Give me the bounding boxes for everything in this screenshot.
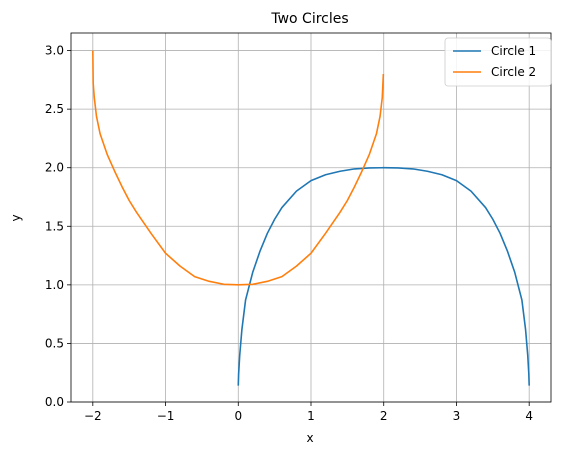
y-tick-label: 1.5: [45, 219, 64, 233]
y-tick-label: 1.0: [45, 278, 64, 292]
series-line-circle-2: [92, 50, 385, 286]
x-tick-label: 1: [307, 409, 315, 423]
legend-box: [444, 37, 552, 87]
legend: Circle 1 Circle 2: [444, 37, 552, 87]
series-line-circle-1: [237, 166, 530, 386]
x-axis-ticks: −2 −1 0 1 2 3 4: [84, 402, 533, 423]
x-tick-label: 4: [525, 409, 533, 423]
x-tick-label: −1: [157, 409, 175, 423]
x-tick-label: 3: [453, 409, 461, 423]
y-tick-label: 2.5: [45, 102, 64, 116]
series-lines: [92, 50, 530, 386]
y-tick-label: 0.5: [45, 336, 64, 350]
y-tick-label: 3.0: [45, 44, 64, 58]
x-tick-label: −2: [84, 409, 102, 423]
x-axis-label: x: [306, 431, 313, 445]
chart-title: Two Circles: [270, 11, 348, 27]
y-tick-label: 0.0: [45, 395, 64, 409]
x-tick-label: 0: [234, 409, 242, 423]
y-axis-label: y: [9, 214, 23, 221]
y-tick-label: 2.0: [45, 161, 64, 175]
x-tick-label: 2: [380, 409, 388, 423]
legend-label-circle-2: Circle 2: [491, 65, 536, 79]
y-axis-ticks: 0.0 0.5 1.0 1.5 2.0 2.5 3.0: [45, 44, 71, 409]
legend-label-circle-1: Circle 1: [491, 44, 536, 58]
